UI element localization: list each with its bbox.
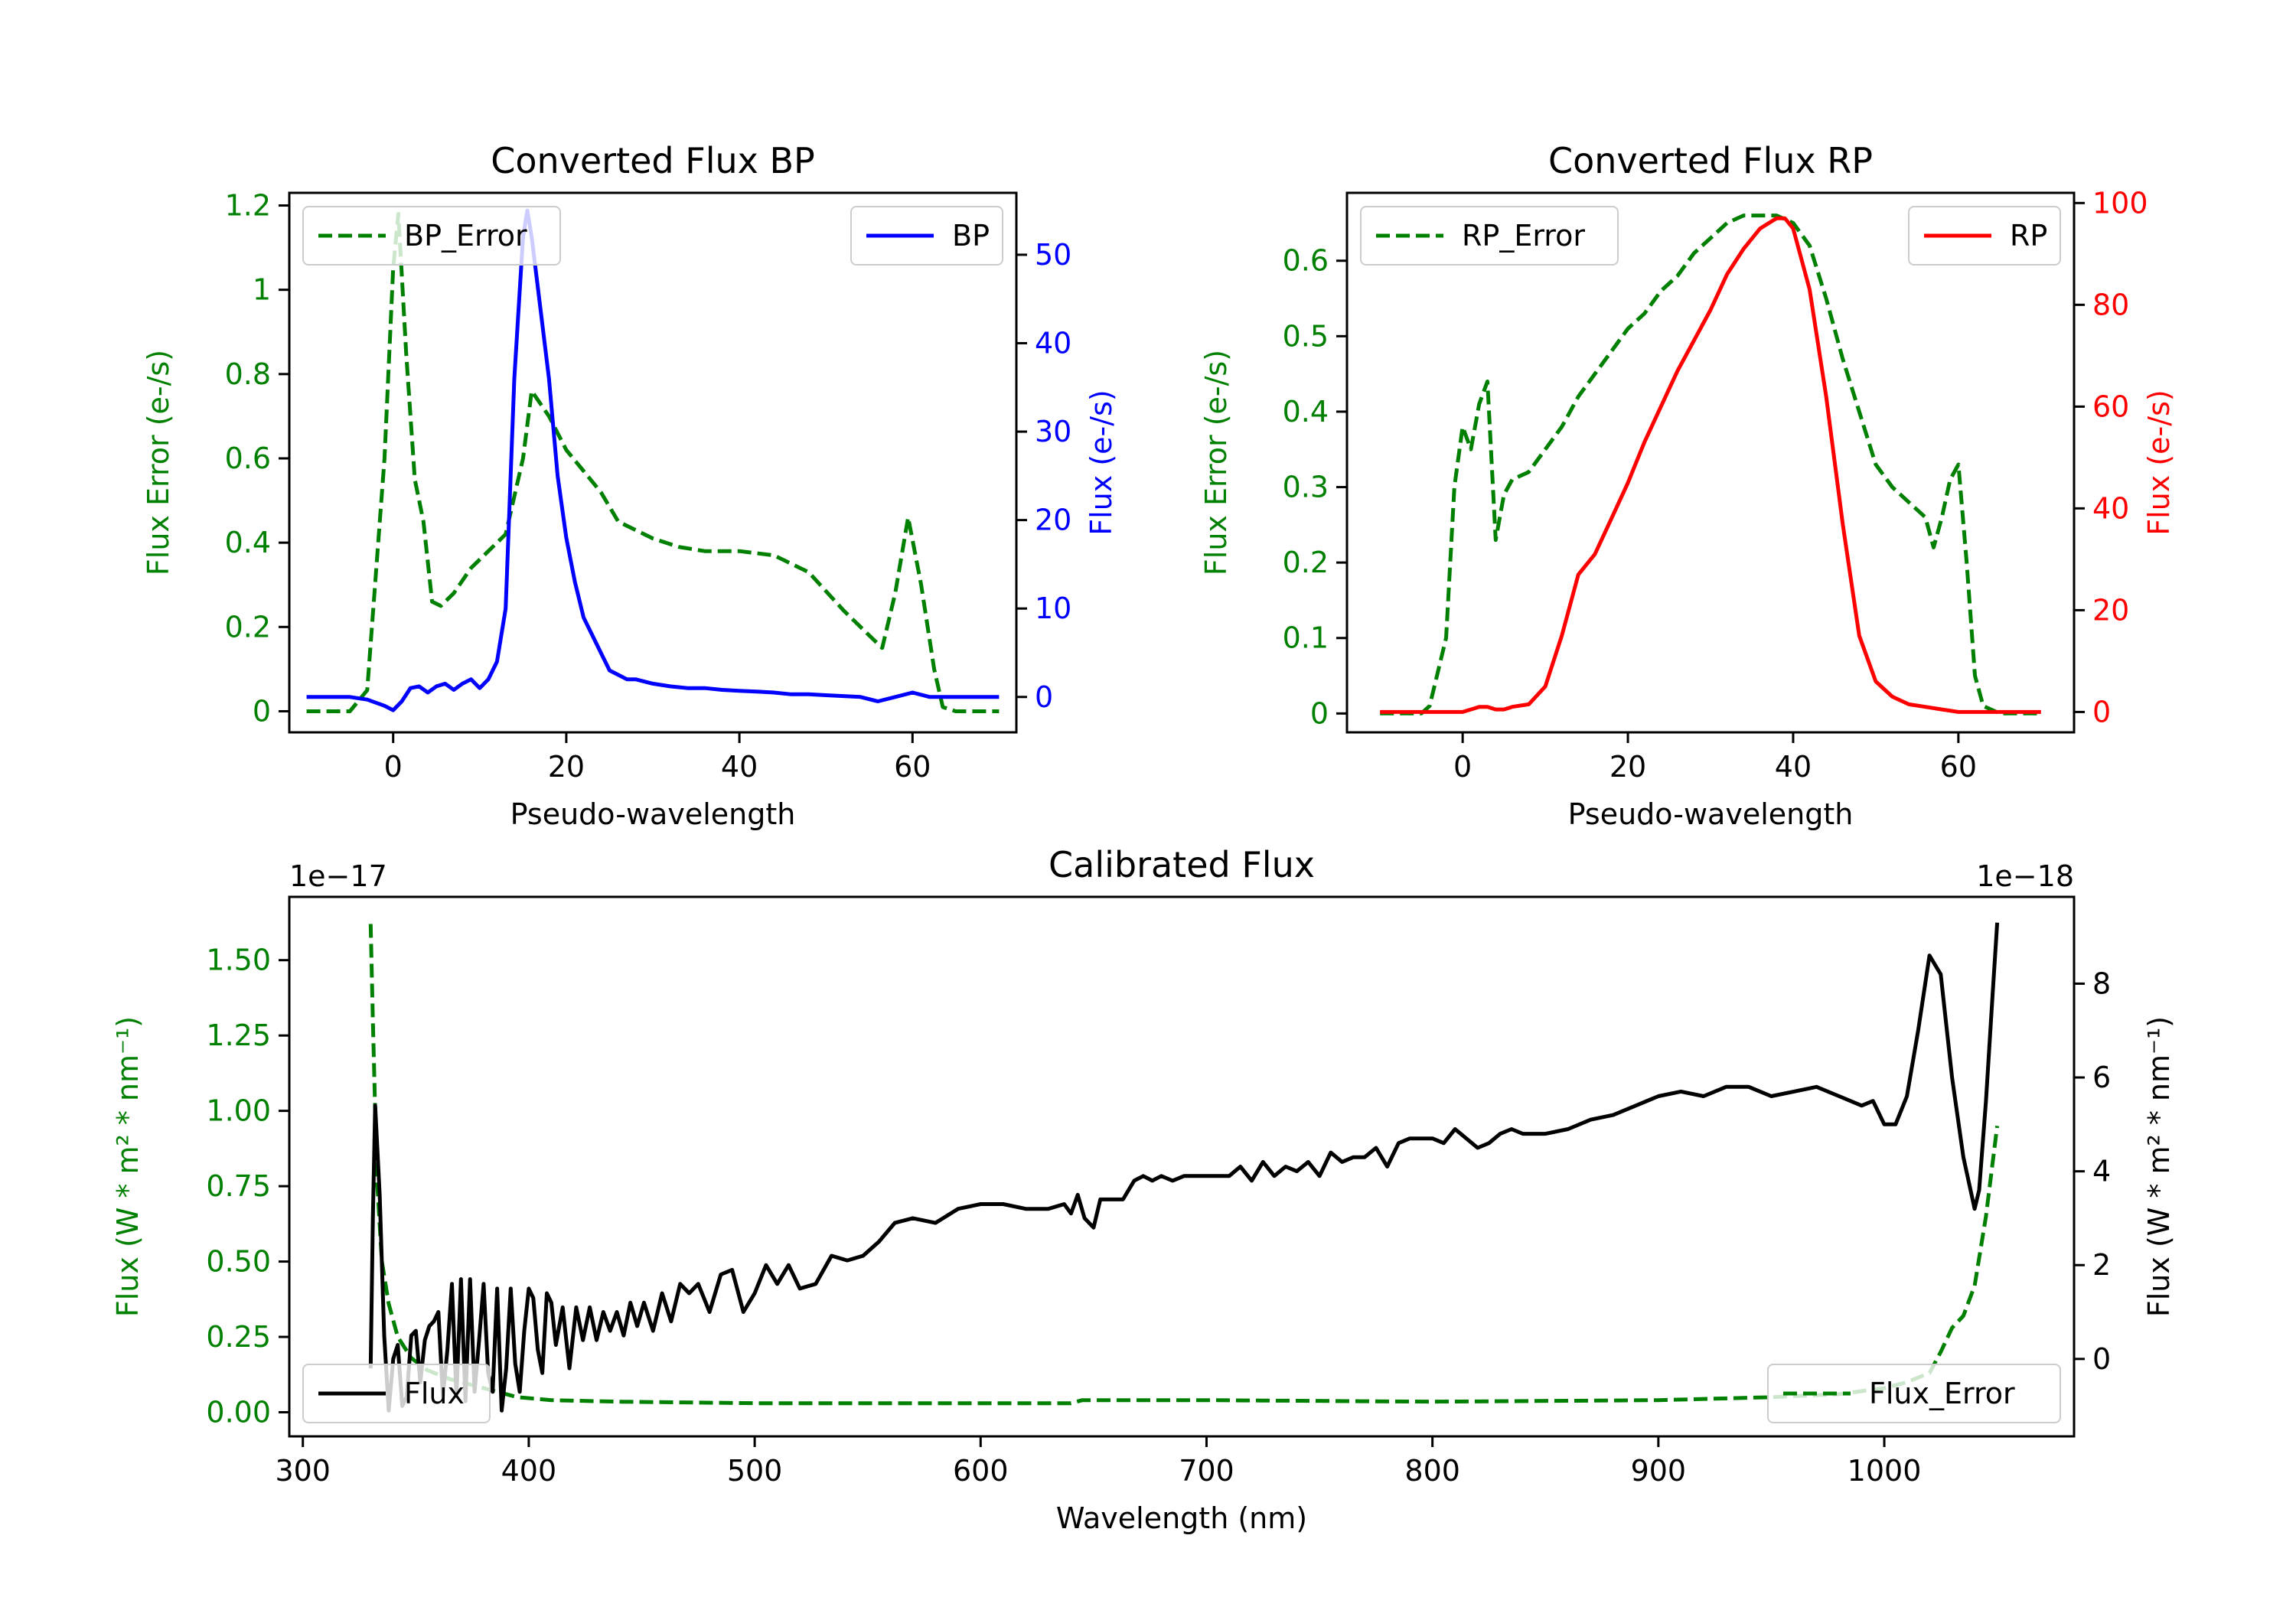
y-left-tick-label: 1.25 [206,1019,271,1052]
x-tick-label: 0 [1453,750,1472,784]
y-right-tick-label: 8 [2092,966,2111,1000]
x-tick-label: 600 [953,1454,1009,1488]
x-tick-label: 40 [1775,750,1812,784]
y-left-axis-label: Flux Error (e-/s) [142,350,175,575]
y-right-tick-label: 40 [1035,326,1071,360]
series-line-rp-error [1380,214,2041,715]
y-left-tick-label: 1.2 [225,189,271,223]
y-right-tick-label: 20 [1035,504,1071,537]
y-right-tick-label: 40 [2092,491,2129,525]
legend-box [302,206,561,266]
rp-flux-panel: 0 20 40 60 0 0.1 0.2 0.3 0.4 0.5 0.6 0 20 40 60 80 100 Co… [1199,140,2176,831]
y-right-tick-label: 50 [1035,238,1071,272]
y-right-tick-label: 4 [2092,1155,2111,1188]
x-axis-label: Wavelength (nm) [1056,1501,1307,1535]
y-right-tick-label: 2 [2092,1248,2111,1282]
plot-frame [288,191,1018,734]
calibrated-flux-panel: 300 400 500 600 700 800 900 1000 0.00 0.25 0.50 0.7… [111,844,2176,1535]
legend-label: Flux_Error [1869,1377,2015,1410]
plot-frame [288,895,2076,1438]
x-tick-label: 300 [275,1454,331,1488]
y-right-offset-label: 1e−18 [1976,859,2074,893]
y-left-offset-label: 1e−17 [289,859,387,893]
chart-title: Calibrated Flux [1049,844,1315,885]
y-right-tick-label: 0 [1035,680,1053,714]
y-left-axis-label: Flux (W * m² * nm⁻¹) [111,1016,145,1317]
y-left-tick-label: 0 [1310,696,1329,730]
legend-label: RP_Error [1462,219,1585,253]
legend-label: BP_Error [404,219,527,253]
bp-flux-panel: 0 20 40 60 0 0.2 0.4 0.6 0.8 1 1.2 0 10 20 30 40 50 Conve… [142,140,1118,831]
y-left-tick-label: 1.50 [206,944,271,977]
y-right-tick-label: 6 [2092,1061,2111,1094]
series-line-bp-error [306,212,1000,713]
y-left-tick-label: 1.00 [206,1094,271,1128]
y-left-tick-label: 0.8 [225,357,271,391]
y-left-tick-label: 0.2 [225,610,271,644]
y-left-tick-label: 0.6 [1283,244,1329,278]
y-right-tick-label: 60 [2092,390,2129,423]
chart-title: Converted Flux BP [491,140,815,181]
legend-label: Flux [404,1377,465,1410]
x-tick-label: 20 [1609,750,1646,784]
x-tick-label: 800 [1404,1454,1460,1488]
y-left-tick-label: 0.2 [1283,546,1329,579]
legend-box [1767,1364,2061,1423]
x-tick-label: 700 [1179,1454,1234,1488]
series-line-rp [1380,216,2041,714]
y-right-tick-label: 100 [2092,186,2148,220]
y-right-tick-label: 10 [1035,592,1071,625]
x-tick-label: 400 [501,1454,557,1488]
legend-box [302,1364,491,1423]
x-tick-label: 0 [384,750,403,784]
y-left-tick-label: 0.25 [206,1320,271,1354]
y-left-tick-label: 0.4 [225,526,271,559]
y-right-axis-label: Flux (W * m² * nm⁻¹) [2142,1016,2176,1317]
y-left-tick-label: 0.6 [225,442,271,475]
y-right-axis-label: Flux (e-/s) [1084,390,1118,535]
y-left-tick-label: 0.50 [206,1245,271,1279]
y-right-tick-label: 0 [2092,695,2111,729]
y-left-axis-label: Flux Error (e-/s) [1199,350,1233,575]
y-left-tick-label: 0.3 [1283,471,1329,504]
y-right-tick-label: 30 [1035,415,1071,448]
y-left-tick-label: 1 [253,273,271,307]
y-right-tick-label: 80 [2092,288,2129,321]
y-left-tick-label: 0.75 [206,1169,271,1203]
x-axis-label: Pseudo-wavelength [510,797,796,831]
plot-frame [1345,191,2076,734]
x-axis-label: Pseudo-wavelength [1568,797,1854,831]
x-tick-label: 40 [721,750,758,784]
y-left-tick-label: 0.5 [1283,319,1329,353]
x-tick-label: 900 [1631,1454,1687,1488]
y-left-tick-label: 0 [253,694,271,728]
y-left-tick-label: 0.4 [1283,395,1329,429]
series-line-flux-error [368,924,2000,1406]
series-line-flux [368,922,2000,1413]
series-line-bp [306,208,1000,712]
x-tick-label: 60 [894,750,931,784]
legend-label: BP [952,219,990,253]
legend-box [1360,206,1619,266]
y-left-tick-label: 0.00 [206,1395,271,1429]
x-tick-label: 60 [1940,750,1977,784]
y-right-tick-label: 0 [2092,1342,2111,1376]
y-left-tick-label: 0.1 [1283,621,1329,655]
y-right-tick-label: 20 [2092,593,2129,627]
x-tick-label: 20 [548,750,585,784]
chart-title: Converted Flux RP [1548,140,1873,181]
x-tick-label: 1000 [1848,1454,1922,1488]
x-tick-label: 500 [727,1454,783,1488]
legend-label: RP [2010,219,2047,253]
y-right-axis-label: Flux (e-/s) [2142,390,2176,535]
